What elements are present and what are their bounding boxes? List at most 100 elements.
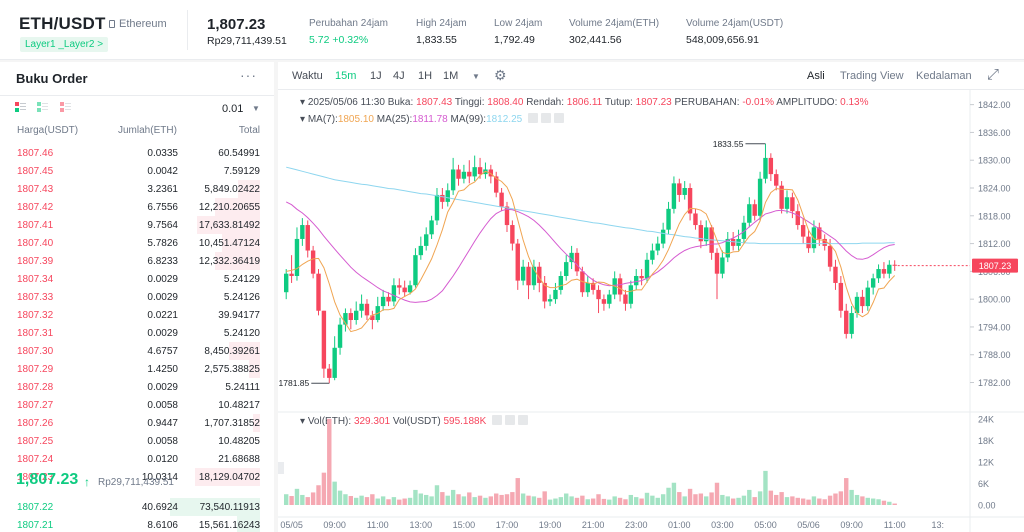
pair-title[interactable]: ETH/USDT: [19, 14, 106, 33]
candle-body: [456, 169, 461, 179]
ask-row[interactable]: 1807.41 9.7564 17,633.81492: [0, 216, 274, 234]
ask-row[interactable]: 1807.40 5.7826 10,451.47124: [0, 234, 274, 252]
total: 1,707.31852: [204, 418, 260, 429]
visibility-icon[interactable]: [492, 415, 503, 425]
tab-1m[interactable]: 1M: [443, 70, 459, 82]
caret-icon[interactable]: ▾: [300, 416, 308, 427]
category-tag[interactable]: Layer1 _Layer2 >: [20, 37, 109, 52]
chevron-down-icon[interactable]: ▼: [252, 104, 260, 113]
ticker-header: ETH/USDT Ethereum Layer1 _Layer2 > 1,807…: [0, 0, 1024, 60]
expand-icon[interactable]: ⤢: [987, 66, 1000, 83]
volume-bar: [881, 500, 887, 505]
view-depth[interactable]: Kedalaman: [916, 70, 972, 82]
volume-bar: [397, 499, 402, 505]
tab-15m[interactable]: 15m: [335, 70, 357, 82]
stat-3: Volume 24jam(ETH) 302,441.56: [569, 18, 659, 46]
candle-body: [520, 266, 526, 281]
more-intervals-icon[interactable]: ▼: [472, 72, 480, 81]
volume-bar: [774, 494, 779, 505]
bid-row[interactable]: 1807.21 8.6106 15,561.16243: [0, 516, 274, 532]
volume-bar: [784, 497, 790, 505]
x-tick-label: 09:00: [840, 520, 863, 530]
view-tradingview[interactable]: Trading View: [840, 70, 904, 82]
ask-row[interactable]: 1807.39 6.8233 12,332.36419: [0, 252, 274, 270]
ask-row[interactable]: 1807.25 0.0058 10.48205: [0, 432, 274, 450]
amount: 0.0221: [147, 310, 178, 321]
volume-bar: [639, 498, 644, 505]
price: 1807.23: [17, 472, 54, 483]
y-tick-label: 1818.00: [978, 211, 1011, 221]
volume-bar: [284, 494, 289, 505]
ask-row[interactable]: 1807.24 0.0120 21.68688: [0, 450, 274, 468]
settings-icon[interactable]: ⚙: [494, 67, 507, 83]
view-original[interactable]: Asli: [807, 70, 825, 82]
candle-body: [822, 238, 827, 246]
candle-body: [337, 324, 343, 348]
more-options-icon[interactable]: ···: [240, 67, 257, 83]
volume-bar: [876, 499, 881, 505]
total: 60.54991: [218, 148, 260, 159]
ask-row[interactable]: 1807.23 10.0314 18,129.04702: [0, 468, 274, 486]
x-tick-label: 09:00: [323, 520, 346, 530]
ask-row[interactable]: 1807.26 0.9447 1,707.31852: [0, 414, 274, 432]
ask-row[interactable]: 1807.27 0.0058 10.48217: [0, 396, 274, 414]
caret-icon[interactable]: ▾: [300, 114, 308, 125]
caret-icon[interactable]: ▾: [300, 97, 308, 108]
depth-bar: [215, 252, 260, 270]
bid-row[interactable]: 1807.22 40.6924 73,540.11913: [0, 498, 274, 516]
ask-row[interactable]: 1807.30 4.6757 8,450.39261: [0, 342, 274, 360]
volume-bar: [289, 496, 294, 505]
tab-1h[interactable]: 1H: [418, 70, 433, 82]
coin-name-chip[interactable]: Ethereum: [109, 18, 167, 30]
col-total: Total: [238, 125, 260, 136]
candle-body: [617, 278, 623, 295]
view-asks-icon[interactable]: [60, 102, 71, 112]
view-bids-icon[interactable]: [37, 102, 48, 112]
vol-tick-label: 18K: [978, 436, 994, 446]
candle-body: [607, 294, 612, 304]
settings-icon[interactable]: [541, 113, 551, 123]
depth-bar: [195, 468, 260, 486]
candle-body: [601, 299, 607, 304]
ask-row[interactable]: 1807.33 0.0029 5.24126: [0, 288, 274, 306]
settings-icon[interactable]: [505, 415, 516, 425]
ask-row[interactable]: 1807.28 0.0029 5.24111: [0, 378, 274, 396]
candle-body: [827, 245, 833, 267]
ask-row[interactable]: 1807.34 0.0029 5.24129: [0, 270, 274, 288]
volume-bar: [499, 494, 504, 505]
volume-bar: [865, 497, 870, 505]
tick-size-select[interactable]: 0.01: [222, 103, 244, 115]
tab-1j[interactable]: 1J: [370, 70, 382, 82]
ask-row[interactable]: 1807.45 0.0042 7.59129: [0, 162, 274, 180]
depth-bar: [222, 234, 260, 252]
ask-row[interactable]: 1807.46 0.0335 60.54991: [0, 144, 274, 162]
close-icon[interactable]: [518, 415, 529, 425]
close-icon[interactable]: [554, 113, 564, 123]
stat-value: 548,009,656.91: [686, 34, 759, 46]
candlestick-chart[interactable]: 1842.00 1836.00 1830.00 1824.00 1818.00 1812.…: [278, 62, 1024, 532]
total: 5.24111: [225, 382, 260, 393]
amount: 10.0314: [141, 472, 178, 483]
ask-row[interactable]: 1807.29 1.4250 2,575.38825: [0, 360, 274, 378]
y-tick-label: 1824.00: [978, 184, 1011, 194]
stat-label: Volume 24jam(ETH): [569, 18, 660, 29]
ask-row[interactable]: 1807.31 0.0029 5.24120: [0, 324, 274, 342]
volume-bar: [849, 489, 854, 505]
ask-row[interactable]: 1807.42 6.7556 12,210.20655: [0, 198, 274, 216]
candle-body: [849, 313, 854, 334]
volume-bar: [720, 494, 725, 505]
ask-row[interactable]: 1807.32 0.0221 39.94177: [0, 306, 274, 324]
candle-body: [800, 225, 806, 237]
tab-4j[interactable]: 4J: [393, 70, 405, 82]
ask-row[interactable]: 1807.43 3.2361 5,849.02422: [0, 180, 274, 198]
volume-bar: [596, 494, 601, 505]
visibility-icon[interactable]: [528, 113, 538, 123]
last-price: 1,807.23: [207, 16, 266, 33]
total: 10.48217: [218, 400, 260, 411]
tab-time[interactable]: Waktu: [292, 70, 323, 82]
view-both-icon[interactable]: [15, 102, 26, 112]
price: 1807.28: [17, 382, 54, 393]
volume-bar: [752, 497, 757, 505]
candle-body: [380, 296, 386, 307]
price: 1807.27: [17, 400, 54, 411]
